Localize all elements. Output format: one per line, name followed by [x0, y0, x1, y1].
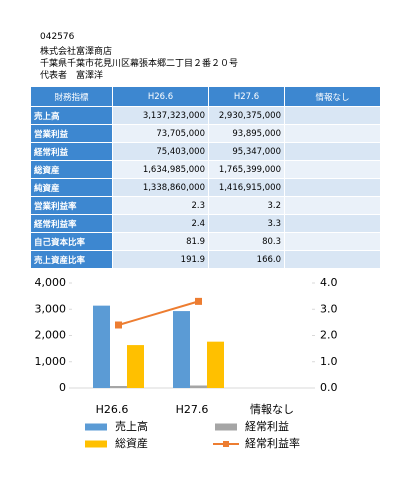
empty-cell	[284, 106, 381, 125]
column-header: 情報なし	[284, 86, 381, 107]
x-tick-label: H26.6	[96, 403, 129, 416]
code: 042576	[40, 32, 75, 42]
row-label: 営業利益率	[30, 196, 113, 215]
y2-tick-label: 0.0	[320, 381, 338, 394]
table-row: 売上資産比率 191.9 166.0	[30, 250, 381, 269]
legend-marker	[223, 441, 229, 447]
table-row: 総資産 1,634,985,000 1,765,399,000	[30, 160, 381, 179]
empty-cell	[284, 160, 381, 179]
empty-cell	[284, 214, 381, 233]
y-tick-label: 4,000	[35, 276, 67, 289]
cell-value: 166.0	[208, 250, 285, 269]
legend-swatch	[85, 423, 107, 431]
cell-value: 80.3	[208, 232, 285, 251]
cell-value: 3.2	[208, 196, 285, 215]
cell-value: 93,895,000	[208, 124, 285, 143]
cell-value: 95,347,000	[208, 142, 285, 161]
table-row: 自己資本比率 81.9 80.3	[30, 232, 381, 251]
y2-tick-label: 3.0	[320, 302, 338, 315]
y2-tick-label: 2.0	[320, 329, 338, 342]
y-tick-label: 3,000	[35, 302, 67, 315]
cell-value: 1,416,915,000	[208, 178, 285, 197]
table-row: 経常利益 75,403,000 95,347,000	[30, 142, 381, 161]
bar	[110, 386, 127, 388]
y-tick-label: 2,000	[35, 329, 67, 342]
financial-table: 財務指標 H26.6 H27.6 情報なし 売上高 3,137,323,000 2,930…	[30, 86, 381, 269]
empty-cell	[284, 196, 381, 215]
x-tick-label: 情報なし	[250, 403, 294, 416]
row-label: 純資産	[30, 178, 113, 197]
legend-swatch	[85, 440, 107, 448]
table-row: 純資産 1,338,860,000 1,416,915,000	[30, 178, 381, 197]
table-row: 経常利益率 2.4 3.3	[30, 214, 381, 233]
table-row: 売上高 3,137,323,000 2,930,375,000	[30, 106, 381, 125]
cell-value: 2.4	[112, 214, 209, 233]
legend-label: 経常利益率	[245, 436, 300, 450]
legend-swatch	[215, 423, 237, 431]
bar	[207, 341, 224, 388]
header-row: 財務指標 H26.6 H27.6 情報なし	[30, 86, 381, 107]
row-label: 経常利益率	[30, 214, 113, 233]
y2-tick-label: 1.0	[320, 355, 338, 368]
cell-value: 1,634,985,000	[112, 160, 209, 179]
cell-value: 2,930,375,000	[208, 106, 285, 125]
y2-tick-label: 4.0	[320, 276, 338, 289]
table-row: 営業利益 73,705,000 93,895,000	[30, 124, 381, 143]
empty-cell	[284, 142, 381, 161]
address: 千葉県千葉市花見川区幕張本郷二丁目２番２０号	[40, 59, 239, 69]
column-header: H26.6	[112, 86, 209, 107]
rate-line	[118, 300, 199, 326]
row-label: 売上高	[30, 106, 113, 125]
column-header: H27.6	[208, 86, 285, 107]
legend-label: 売上高	[115, 419, 148, 433]
cell-value: 75,403,000	[112, 142, 209, 161]
company: 株式会社富澤商店	[40, 47, 113, 57]
row-label: 経常利益	[30, 142, 113, 161]
cell-value: 191.9	[112, 250, 209, 269]
cell-value: 1,338,860,000	[112, 178, 209, 197]
cell-value: 81.9	[112, 232, 209, 251]
cell-value: 3.3	[208, 214, 285, 233]
cell-value: 2.3	[112, 196, 209, 215]
bar	[93, 305, 110, 388]
column-header: 財務指標	[30, 86, 113, 107]
y-tick-label: 1,000	[35, 355, 67, 368]
cell-value: 3,137,323,000	[112, 106, 209, 125]
empty-cell	[284, 232, 381, 251]
rate-marker	[195, 297, 202, 305]
row-label: 売上資産比率	[30, 250, 113, 269]
representative: 代表者 富澤洋	[40, 71, 104, 81]
empty-cell	[284, 250, 381, 269]
x-tick-label: H27.6	[176, 403, 209, 416]
empty-cell	[284, 124, 381, 143]
row-label: 総資産	[30, 160, 113, 179]
rate-marker	[115, 321, 122, 329]
row-label: 営業利益	[30, 124, 113, 143]
cell-value: 1,765,399,000	[208, 160, 285, 179]
row-label: 自己資本比率	[30, 232, 113, 251]
bar	[127, 345, 144, 388]
cell-value: 73,705,000	[112, 124, 209, 143]
legend-label: 総資産	[115, 436, 148, 450]
y-tick-label: 0	[59, 381, 66, 394]
bar	[190, 385, 207, 388]
chart: 0 1,000 2,000 3,000 4,000 0.0 1.0 2.0 3.0 4.0 H26.…	[35, 276, 338, 450]
empty-cell	[284, 178, 381, 197]
bar	[173, 311, 190, 388]
table-row: 営業利益率 2.3 3.2	[30, 196, 381, 215]
legend-label: 経常利益	[245, 419, 289, 433]
